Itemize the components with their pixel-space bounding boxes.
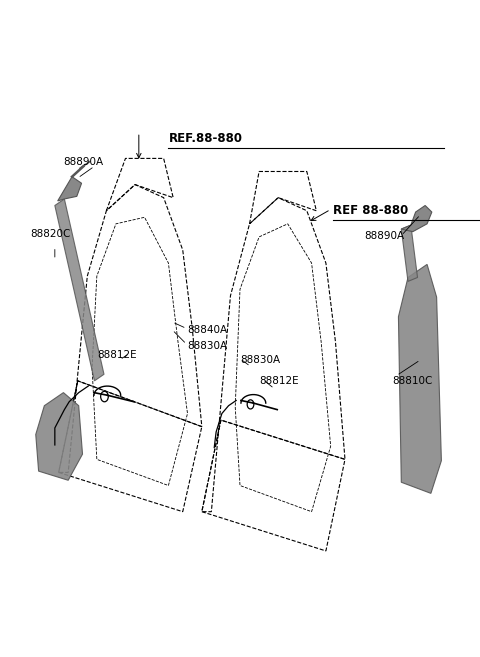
Text: 88810C: 88810C bbox=[393, 376, 433, 386]
Polygon shape bbox=[55, 199, 104, 381]
Text: 88840A: 88840A bbox=[188, 325, 228, 335]
Text: 88890A: 88890A bbox=[63, 156, 104, 167]
Text: 88890A: 88890A bbox=[364, 231, 404, 240]
Text: REF 88-880: REF 88-880 bbox=[333, 204, 408, 217]
Polygon shape bbox=[398, 264, 442, 493]
Text: REF.88-880: REF.88-880 bbox=[168, 132, 242, 145]
Polygon shape bbox=[401, 206, 432, 232]
Polygon shape bbox=[401, 225, 418, 281]
Text: 88812E: 88812E bbox=[97, 350, 136, 359]
Text: 88820C: 88820C bbox=[30, 229, 71, 238]
Polygon shape bbox=[36, 393, 83, 480]
Polygon shape bbox=[58, 177, 82, 201]
Text: 88812E: 88812E bbox=[259, 376, 299, 386]
Text: 88830A: 88830A bbox=[240, 355, 280, 365]
Text: 88830A: 88830A bbox=[188, 340, 228, 351]
